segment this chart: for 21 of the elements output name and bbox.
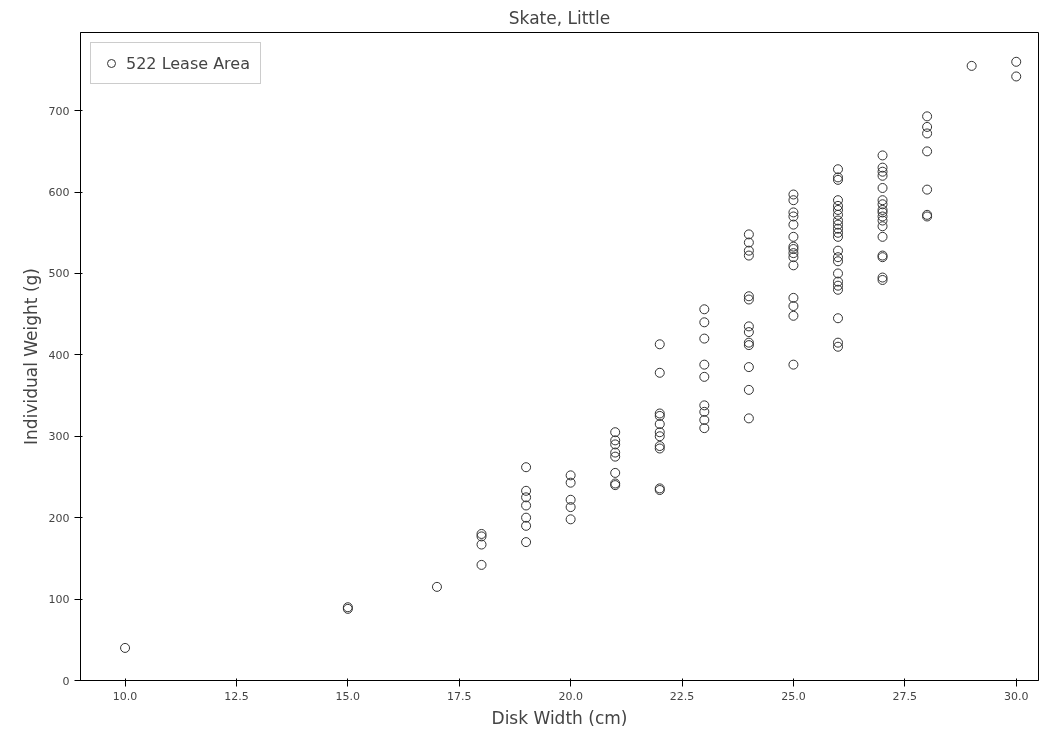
chart-title: Skate, Little [508, 7, 611, 28]
y-axis-title: Individual Weight (g) [20, 268, 41, 445]
y-tick-label: 300 [48, 430, 70, 444]
x-tick-label: 20.0 [558, 689, 583, 703]
x-tick-label: 12.5 [224, 689, 249, 703]
legend-label: 522 Lease Area [126, 53, 250, 73]
y-tick-label: 500 [48, 267, 70, 281]
x-tick-label: 17.5 [447, 689, 472, 703]
y-tick-label: 700 [48, 104, 70, 118]
x-tick-label: 10.0 [112, 689, 138, 703]
y-tick-label: 0 [62, 674, 70, 688]
y-tick-label: 400 [48, 348, 70, 362]
y-tick-label: 100 [48, 593, 70, 607]
x-axis-title: Disk Width (cm) [491, 707, 628, 728]
y-tick-label: 600 [48, 186, 70, 200]
y-tick-label: 200 [48, 511, 70, 525]
x-tick-label: 15.0 [335, 689, 361, 703]
x-tick-label: 22.5 [669, 689, 695, 703]
x-tick-label: 27.5 [892, 689, 918, 703]
x-tick-label: 30.0 [1003, 689, 1029, 703]
x-tick-label: 25.0 [781, 689, 806, 703]
